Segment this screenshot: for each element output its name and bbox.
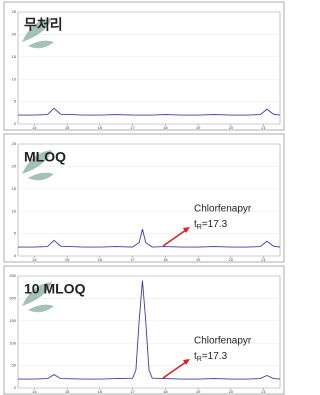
x-tick-label: 18	[163, 257, 168, 262]
x-tick-label: 14	[32, 125, 37, 130]
x-tick-label: 17	[130, 389, 135, 394]
panel	[3, 133, 285, 263]
y-tick-label: 250	[9, 273, 16, 278]
x-tick-label: 19	[196, 125, 201, 130]
y-tick-label: 50	[12, 363, 17, 368]
y-tick-label: 20	[12, 163, 17, 168]
y-tick-label: 5	[14, 99, 17, 104]
x-tick-label: 15	[65, 257, 70, 262]
x-tick-label: 20	[229, 389, 234, 394]
y-tick-label: 25	[12, 9, 17, 14]
panel	[3, 265, 285, 395]
x-tick-label: 21	[261, 389, 266, 394]
text: =17.3	[202, 351, 228, 362]
arrow-head	[183, 359, 190, 365]
retention-label: tR=17.3	[194, 351, 228, 363]
x-tick-label: 16	[98, 257, 103, 262]
text: =17.3	[202, 219, 228, 230]
annotation: Chlorfenapyr	[194, 204, 252, 215]
y-tick-label: 10	[12, 208, 17, 213]
annotation: Chlorfenapyr	[194, 336, 252, 347]
subscript: R	[197, 224, 202, 231]
x-tick-label: 19	[196, 257, 201, 262]
x-tick-label: 19	[196, 389, 201, 394]
panel-title: 10 MLOQ	[24, 281, 86, 297]
panel	[3, 1, 285, 131]
y-tick-label: 20	[12, 31, 17, 36]
x-tick-label: 18	[163, 125, 168, 130]
x-tick-label: 17	[130, 125, 135, 130]
symbol: t	[194, 219, 197, 230]
y-tick-label: 25	[12, 141, 17, 146]
retention-label: tR=17.3	[194, 219, 228, 231]
y-tick-label: 100	[9, 340, 16, 345]
arrow-head	[183, 227, 190, 233]
subscript: R	[197, 356, 202, 363]
y-tick-label: 15	[12, 186, 17, 191]
symbol: t	[194, 351, 197, 362]
x-tick-label: 20	[229, 257, 234, 262]
x-tick-label: 15	[65, 389, 70, 394]
x-tick-label: 14	[32, 257, 37, 262]
figure: 0 5 10 15 20 25 14 15 16 17 18 19 20 21 무처리 0 5 10 15 20 25 1…	[3, 1, 285, 395]
x-tick-label: 20	[229, 125, 234, 130]
panel-title: MLOQ	[24, 149, 66, 165]
signal-line	[18, 229, 281, 248]
x-tick-label: 16	[98, 125, 103, 130]
x-tick-label: 18	[163, 389, 168, 394]
panel-title: 무처리	[24, 17, 63, 33]
x-tick-label: 16	[98, 389, 103, 394]
logo-leaf	[22, 18, 54, 49]
x-tick-label: 21	[261, 257, 266, 262]
y-tick-label: 150	[9, 318, 16, 323]
logo-leaf	[22, 282, 54, 313]
x-tick-label: 21	[261, 125, 266, 130]
y-tick-label: 200	[9, 295, 16, 300]
y-tick-label: 0	[14, 385, 17, 390]
arrow	[162, 229, 187, 247]
y-tick-label: 5	[14, 231, 17, 236]
y-tick-label: 0	[14, 253, 17, 258]
y-tick-label: 10	[12, 76, 17, 81]
arrow	[162, 361, 187, 379]
signal-line	[18, 107, 281, 116]
y-tick-label: 15	[12, 54, 17, 59]
logo-leaf	[22, 150, 54, 181]
x-tick-label: 17	[130, 257, 135, 262]
y-tick-label: 0	[14, 121, 17, 126]
signal-line	[18, 280, 281, 380]
x-tick-label: 15	[65, 125, 70, 130]
x-tick-label: 14	[32, 389, 37, 394]
